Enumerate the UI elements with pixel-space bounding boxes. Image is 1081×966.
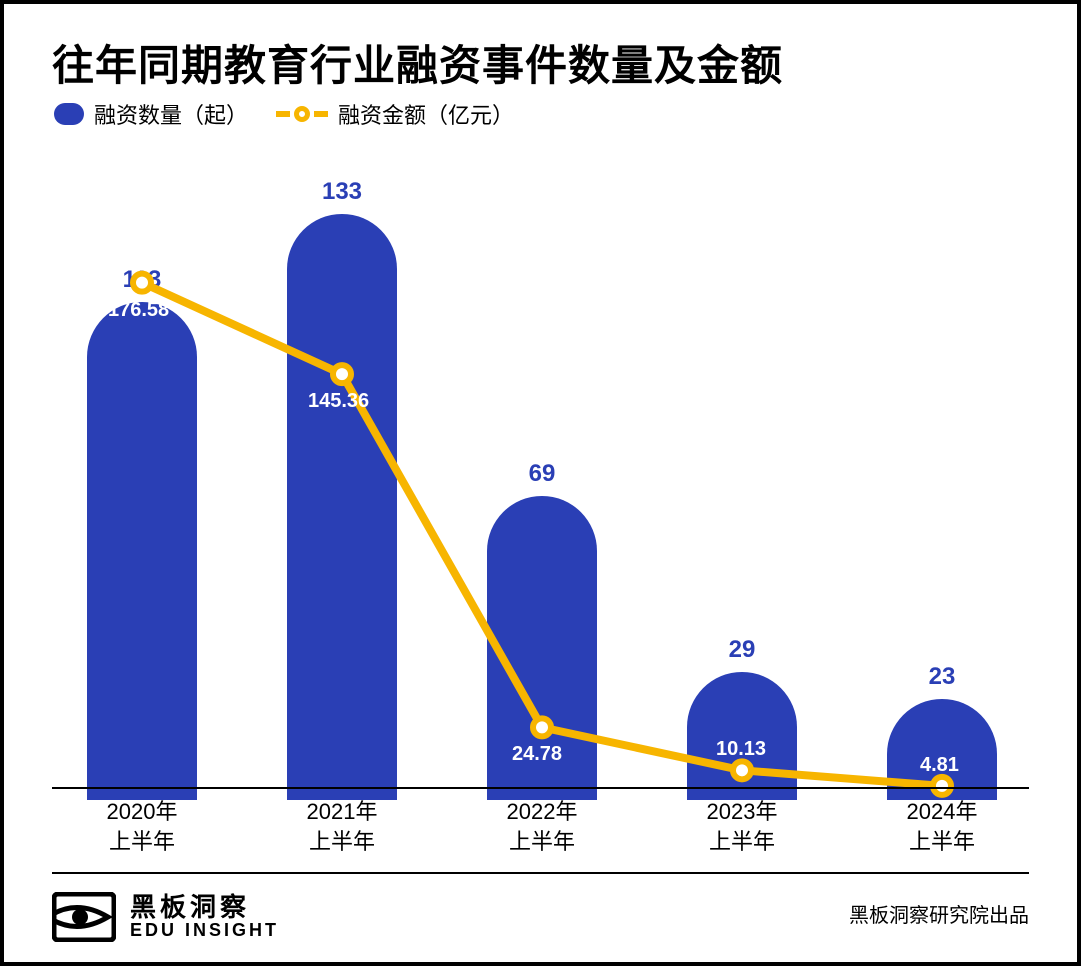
line-value-label: 145.36 xyxy=(308,390,369,413)
x-axis: 2020年上半年 2021年上半年 2022年上半年 2023年上半年 2024年上半年 xyxy=(52,787,1029,857)
bar-value-label: 23 xyxy=(929,663,956,691)
line-value-label: 176.58 xyxy=(108,299,169,322)
credit-text: 黑板洞察研究院出品 xyxy=(849,899,1029,928)
plot-area: 113 133 69 29 23 176.58 145.36 24.78 10.13 4.81 xyxy=(52,154,1037,800)
legend-item-bars: 融资数量（起） xyxy=(54,98,248,130)
logo-en: EDU INSIGHT xyxy=(130,921,279,940)
x-axis-label: 2021年上半年 xyxy=(272,797,412,856)
bar-value-label: 69 xyxy=(529,460,556,488)
bar xyxy=(687,672,797,800)
footer-divider xyxy=(52,872,1029,874)
x-axis-label: 2022年上半年 xyxy=(472,797,612,856)
logo-cn: 黑板洞察 xyxy=(130,894,279,921)
x-axis-label: 2023年上半年 xyxy=(672,797,812,856)
bars-layer: 113 133 69 29 23 xyxy=(52,154,1037,800)
legend: 融资数量（起） 融资金额（亿元） xyxy=(54,98,514,130)
legend-pill-icon xyxy=(54,103,84,125)
bar-value-label: 29 xyxy=(729,636,756,664)
eye-logo-icon xyxy=(52,892,116,942)
line-value-label: 24.78 xyxy=(512,743,562,766)
legend-label-line: 融资金额（亿元） xyxy=(338,98,514,130)
chart-title: 往年同期教育行业融资事件数量及金额 xyxy=(52,32,783,93)
legend-item-line: 融资金额（亿元） xyxy=(276,98,514,130)
legend-label-bars: 融资数量（起） xyxy=(94,98,248,130)
bar xyxy=(87,302,197,800)
line-value-label: 10.13 xyxy=(716,738,766,761)
bar xyxy=(887,699,997,800)
x-axis-label: 2020年上半年 xyxy=(72,797,212,856)
bar-group: 23 xyxy=(887,663,997,800)
chart-card: 往年同期教育行业融资事件数量及金额 融资数量（起） 融资金额（亿元） 113 13… xyxy=(0,0,1081,966)
bar xyxy=(287,214,397,800)
logo-text: 黑板洞察 EDU INSIGHT xyxy=(130,894,279,940)
legend-line-icon xyxy=(276,104,328,124)
bar-group: 113 xyxy=(87,266,197,800)
x-axis-label: 2024年上半年 xyxy=(872,797,1012,856)
bar-value-label: 113 xyxy=(123,266,162,294)
bar-value-label: 133 xyxy=(322,178,362,206)
brand-logo: 黑板洞察 EDU INSIGHT xyxy=(52,892,279,942)
line-value-label: 4.81 xyxy=(920,754,959,777)
bar-group: 29 xyxy=(687,636,797,800)
bar-group: 133 xyxy=(287,178,397,800)
